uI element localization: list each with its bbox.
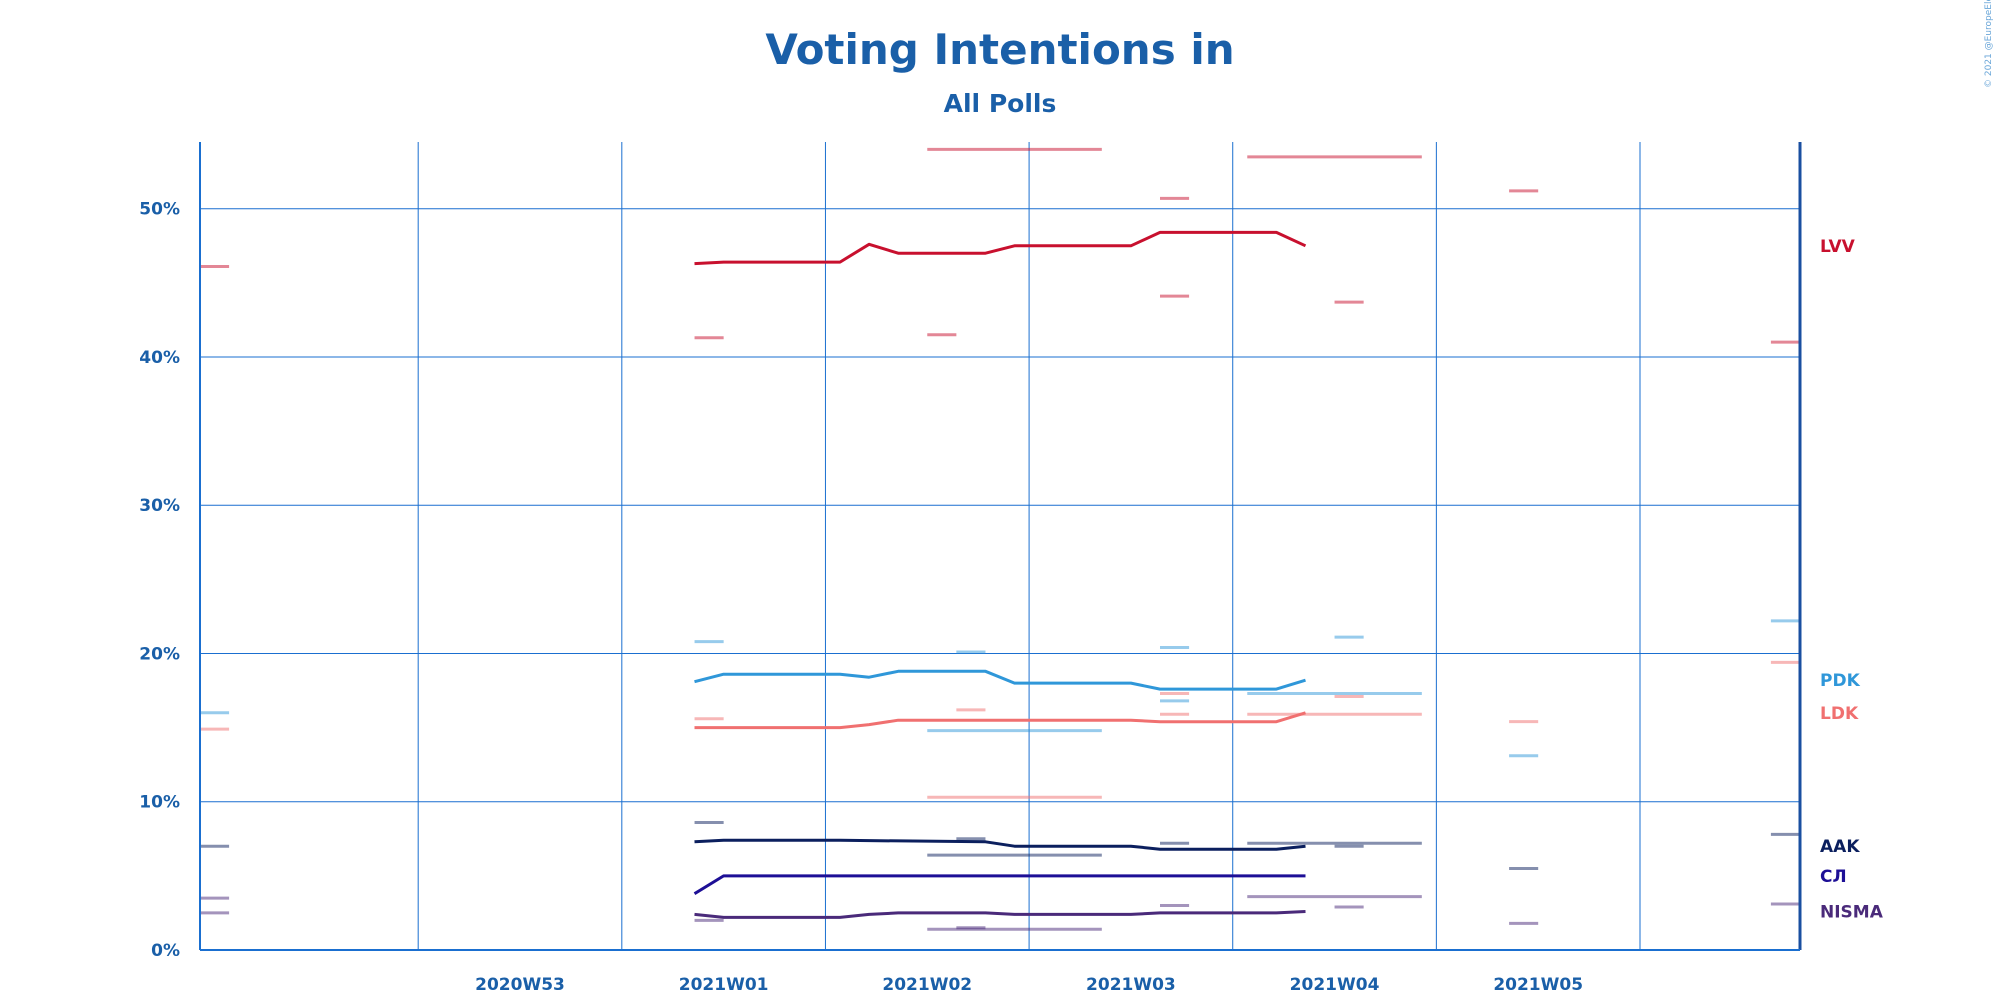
party-label: AAK — [1820, 837, 1860, 857]
copyright-text: © 2021 @EuropeElects — [1984, 0, 1994, 88]
trend-line — [694, 669, 1306, 691]
y-tick-label: 10% — [139, 793, 180, 813]
y-tick-label: 30% — [139, 496, 180, 516]
party-label: СЛ — [1820, 867, 1847, 887]
party-label: PDK — [1820, 671, 1861, 691]
y-tick-label: 0% — [151, 941, 180, 961]
chart-subtitle: All Polls — [944, 89, 1057, 118]
x-tick-label: 2020W53 — [475, 975, 565, 995]
party-label: LDK — [1820, 704, 1859, 724]
trend-line — [694, 711, 1306, 730]
x-tick-label: 2021W05 — [1493, 975, 1583, 995]
trend-line — [694, 230, 1307, 266]
axes: 0% 10% 20% 30% 40% 50% 2020W53 2021W01 2021W02 20… — [139, 142, 1802, 995]
y-tick-label: 20% — [139, 644, 180, 664]
party-label: NISMA — [1820, 902, 1884, 922]
trend-line — [694, 838, 1306, 851]
chart-title: Voting Intentions in — [765, 25, 1234, 74]
trend-line — [693, 874, 1306, 895]
y-tick-label: 40% — [139, 348, 180, 368]
grid-lines — [200, 142, 1800, 951]
trend-line — [694, 910, 1306, 919]
x-tick-label: 2021W03 — [1086, 975, 1176, 995]
party-labels: LVV PDK LDK AAK СЛ NISMA — [1820, 237, 1884, 923]
x-tick-label: 2021W01 — [679, 975, 769, 995]
y-tick-label: 50% — [139, 200, 180, 220]
x-tick-label: 2021W04 — [1290, 975, 1380, 995]
trend-lines — [693, 230, 1307, 919]
poll-markers — [200, 147, 1800, 931]
party-label: LVV — [1820, 237, 1856, 257]
x-tick-label: 2021W02 — [882, 975, 972, 995]
